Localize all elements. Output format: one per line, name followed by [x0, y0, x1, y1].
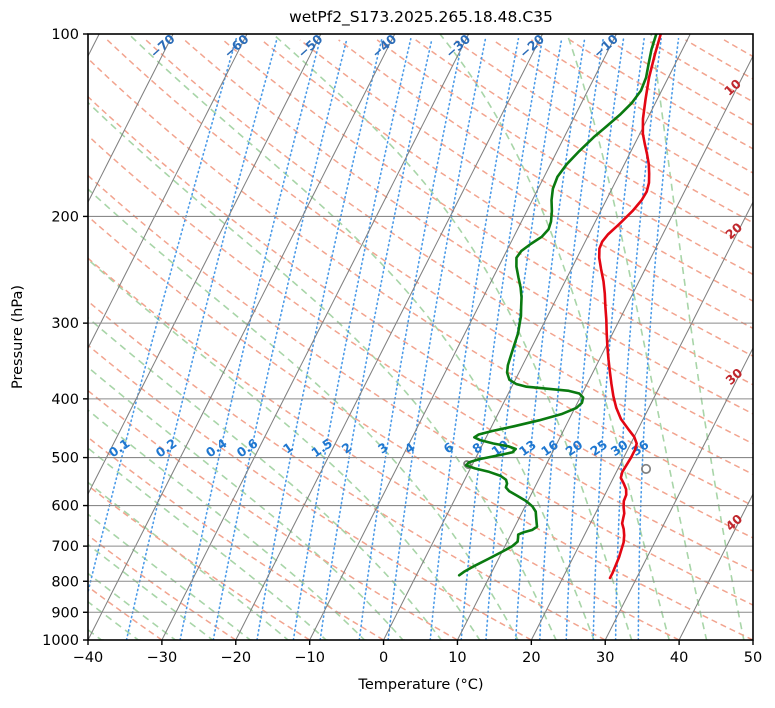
isobar-gridlines — [88, 34, 753, 640]
x-tick-label: 30 — [596, 650, 614, 666]
y-tick-label: 400 — [51, 392, 79, 408]
sounding-markers — [640, 463, 652, 474]
moist-adiabat-lines — [88, 34, 745, 640]
y-tick-label: 1000 — [42, 633, 79, 649]
y-tick-label: 800 — [51, 574, 79, 590]
x-tick-label: 40 — [670, 650, 688, 666]
y-tick-label: 200 — [51, 209, 79, 225]
y-tick-label: 100 — [51, 27, 79, 43]
x-tick-label: −30 — [147, 650, 178, 666]
y-axis-ticks: 1000 900 800 700 600 500 400 300 200 100 — [42, 27, 88, 649]
x-tick-label: −20 — [220, 650, 251, 666]
y-tick-label: 600 — [51, 499, 79, 515]
page-title: wetPf2_S173.2025.265.18.48.C35 — [289, 8, 553, 27]
x-tick-label: 50 — [744, 650, 762, 666]
y-tick-label: 900 — [51, 605, 79, 621]
y-tick-label: 300 — [51, 316, 79, 332]
plot-frame — [87, 33, 754, 641]
temperature-profile-line — [597, 34, 663, 580]
plot-background — [88, 34, 753, 640]
x-tick-label: −40 — [73, 650, 104, 666]
y-tick-label: 500 — [51, 451, 79, 467]
sounding-curves — [457, 34, 663, 580]
mixing-ratio-lines — [88, 37, 680, 640]
lcl-marker — [640, 463, 652, 474]
x-tick-label: 0 — [379, 650, 388, 666]
x-axis-ticks: −40 −30 −20 −10 0 10 20 30 40 50 — [73, 640, 762, 666]
y-tick-label: 700 — [51, 539, 79, 555]
y-axis-label: Pressure (hPa) — [10, 285, 26, 389]
x-tick-label: 20 — [522, 650, 540, 666]
x-tick-label: −10 — [294, 650, 325, 666]
x-axis-label: Temperature (°C) — [357, 677, 483, 693]
isotherm-lines — [88, 34, 753, 640]
dewpoint-profile-line — [457, 34, 658, 577]
x-tick-label: 10 — [448, 650, 466, 666]
